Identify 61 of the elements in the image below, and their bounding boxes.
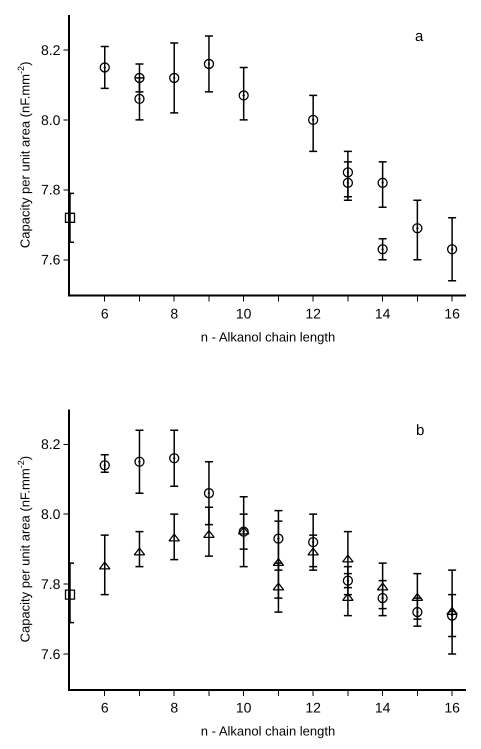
point (134, 547, 146, 556)
point (342, 178, 354, 188)
annotation: b (416, 422, 424, 439)
point (273, 534, 284, 544)
point (98, 561, 111, 570)
y-tick-label: 7.8 (40, 576, 61, 592)
point (308, 114, 318, 126)
y-tick-label: 7.8 (40, 182, 61, 198)
point (64, 589, 76, 600)
point (100, 62, 110, 73)
point (64, 212, 76, 223)
point (134, 72, 145, 84)
point (134, 456, 145, 467)
point (412, 223, 423, 234)
x-tick-label: 10 (236, 700, 252, 716)
y-tick-label: 7.6 (40, 646, 61, 662)
point (203, 530, 215, 538)
point (272, 582, 284, 591)
y-tick-label: 8.2 (40, 42, 61, 58)
point (446, 244, 458, 254)
y-tick-label: 8.0 (40, 112, 61, 128)
point (376, 582, 388, 591)
point (446, 606, 458, 615)
point (377, 592, 388, 604)
point (272, 558, 284, 566)
point (412, 592, 424, 601)
point (238, 90, 249, 101)
point (204, 488, 214, 498)
point (412, 606, 423, 618)
y-tick-label: 7.6 (40, 252, 61, 268)
x-tick-label: 16 (444, 700, 460, 716)
point (342, 554, 354, 563)
point (238, 526, 249, 537)
x-tick-label: 8 (170, 700, 178, 716)
x-tick-label: 12 (305, 700, 322, 716)
point (204, 58, 214, 70)
point (377, 178, 388, 188)
x-tick-label: 12 (305, 305, 322, 322)
x-tick-label: 16 (444, 305, 460, 322)
x-tick-label: 6 (100, 305, 109, 322)
x-tick-label: 10 (236, 305, 252, 322)
point (134, 94, 145, 104)
point (446, 610, 458, 621)
x-axis-title: n - Alkanol chain length (200, 724, 336, 739)
point (342, 575, 354, 586)
point (169, 453, 180, 464)
point (342, 592, 354, 601)
x-tick-label: 14 (374, 305, 391, 322)
y-tick-label: 8.2 (40, 436, 61, 452)
y-tick-label: 8.0 (40, 506, 61, 522)
x-axis-title: n - Alkanol chain length (200, 329, 336, 344)
x-tick-label: 14 (374, 700, 391, 716)
point (169, 72, 180, 84)
point (342, 167, 354, 178)
x-tick-label: 6 (100, 700, 109, 716)
point (308, 537, 318, 548)
x-tick-label: 8 (170, 305, 178, 322)
point (307, 547, 320, 556)
point (377, 244, 388, 254)
point (100, 460, 110, 470)
annotation: a (415, 28, 424, 45)
